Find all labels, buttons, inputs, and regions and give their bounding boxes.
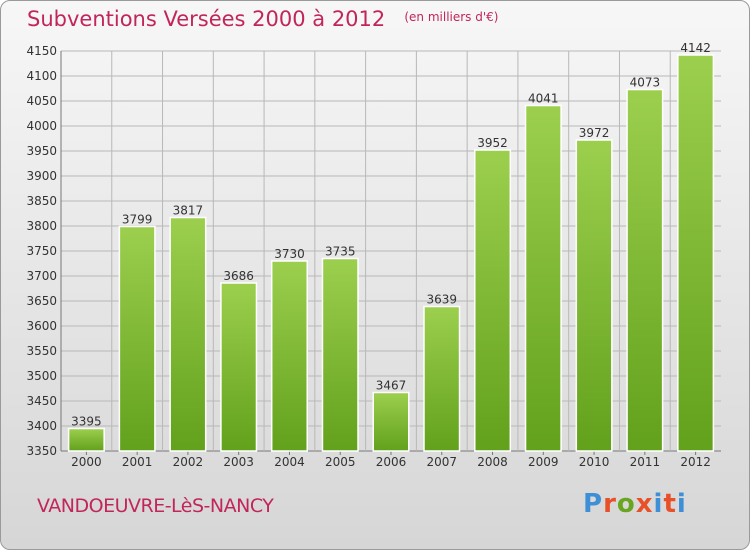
bar [677, 54, 715, 452]
y-tick-label: 3550 [26, 344, 57, 358]
y-tick-label: 4050 [26, 94, 57, 108]
value-label: 3730 [274, 247, 305, 261]
y-tick-label: 3800 [26, 219, 57, 233]
value-label: 3799 [122, 213, 153, 227]
x-tick-label: 2011 [630, 455, 661, 469]
logo-letter: o [616, 489, 636, 519]
logo-letter: t [663, 489, 677, 519]
bar [321, 257, 359, 452]
value-label: 3735 [325, 245, 356, 259]
value-label: 4073 [630, 76, 661, 90]
chart-title-block: Subventions Versées 2000 à 2012 (en mill… [27, 7, 498, 31]
value-label: 3467 [376, 379, 407, 393]
logo-letter: r [603, 489, 617, 519]
commune-name: VANDOEUVRE-LèS-NANCY [37, 495, 274, 517]
bar [118, 225, 156, 452]
bar [169, 216, 207, 452]
bar [575, 139, 613, 452]
y-tick-label: 3600 [26, 319, 57, 333]
x-tick-label: 2008 [477, 455, 508, 469]
y-tick-label: 4000 [26, 119, 57, 133]
chart-title: Subventions Versées 2000 à 2012 [27, 7, 386, 31]
proxiti-logo: Proxiti [583, 489, 687, 519]
x-tick-label: 2005 [325, 455, 356, 469]
value-label: 3639 [426, 293, 457, 307]
x-tick-label: 2003 [223, 455, 254, 469]
bar [474, 149, 512, 452]
labels: 3350 3400 3450 3500 3550 3600 3650 3700 3750 3800… [26, 41, 710, 469]
value-label: 3686 [223, 269, 254, 283]
x-tick-label: 2007 [426, 455, 457, 469]
bar [423, 305, 461, 452]
y-tick-label: 3700 [26, 269, 57, 283]
y-tick-label: 3650 [26, 294, 57, 308]
x-tick-label: 2002 [173, 455, 204, 469]
y-tick-label: 3350 [26, 444, 57, 458]
value-label: 3395 [71, 415, 102, 429]
y-tick-label: 4100 [26, 69, 57, 83]
value-label: 3972 [579, 126, 610, 140]
bars [67, 54, 715, 452]
y-tick-label: 4150 [26, 44, 57, 58]
y-tick-label: 3850 [26, 194, 57, 208]
bar [524, 104, 562, 452]
y-tick-label: 3400 [26, 419, 57, 433]
bar [626, 88, 664, 452]
value-label: 4142 [680, 41, 711, 55]
x-tick-label: 2010 [579, 455, 610, 469]
value-label: 3952 [477, 136, 508, 150]
x-tick-label: 2000 [71, 455, 102, 469]
logo-letter: i [653, 489, 664, 519]
x-tick-label: 2001 [122, 455, 153, 469]
y-tick-label: 3450 [26, 394, 57, 408]
bar [220, 282, 258, 452]
logo-letter: x [635, 489, 654, 519]
bar [67, 427, 105, 452]
bar [270, 260, 308, 452]
bar [372, 391, 410, 452]
logo-letter: i [676, 489, 687, 519]
value-label: 3817 [173, 204, 204, 218]
x-tick-label: 2006 [376, 455, 407, 469]
x-tick-label: 2004 [274, 455, 305, 469]
x-tick-label: 2009 [528, 455, 559, 469]
y-tick-label: 3500 [26, 369, 57, 383]
y-tick-label: 3950 [26, 144, 57, 158]
x-tick-label: 2012 [680, 455, 711, 469]
logo-letter: P [583, 489, 604, 519]
y-tick-label: 3900 [26, 169, 57, 183]
value-label: 4041 [528, 92, 559, 106]
y-tick-label: 3750 [26, 244, 57, 258]
chart-unit: (en milliers d'€) [404, 10, 499, 24]
